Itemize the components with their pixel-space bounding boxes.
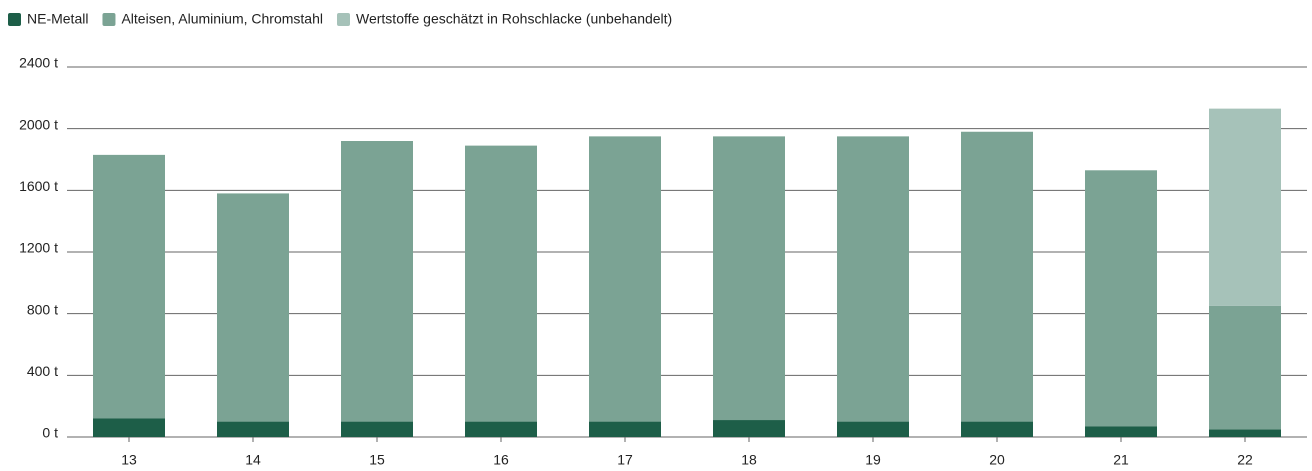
bar-segment <box>465 145 537 422</box>
bar-segment <box>961 131 1033 422</box>
x-tick-label: 16 <box>493 452 509 468</box>
x-tick-label: 19 <box>865 452 881 468</box>
y-tick-label: 1600 t <box>19 178 58 194</box>
bar-segment <box>341 141 413 422</box>
x-tick-label: 22 <box>1237 452 1253 468</box>
bar-segment <box>1209 429 1281 437</box>
legend-swatch <box>8 13 21 26</box>
x-tick-label: 14 <box>245 452 261 468</box>
y-tick-label: 2000 t <box>19 116 58 132</box>
x-tick-label: 15 <box>369 452 385 468</box>
bar-segment <box>217 421 289 437</box>
legend-swatch <box>102 13 116 26</box>
bar-segment <box>217 193 289 422</box>
legend-swatch <box>337 13 350 26</box>
bar-segment <box>93 154 165 419</box>
x-tick-label: 17 <box>617 452 633 468</box>
legend-label: Alteisen, Aluminium, Chromstahl <box>121 11 323 27</box>
legend-label: NE-Metall <box>27 11 88 27</box>
bar-segment <box>837 421 909 437</box>
bar-segment <box>341 421 413 437</box>
bar-segment <box>837 136 909 422</box>
y-tick-label: 800 t <box>27 301 58 317</box>
bar-segment <box>465 421 537 437</box>
bar-segment <box>589 136 661 422</box>
bar-segment <box>1209 305 1281 430</box>
bar-segment <box>1209 108 1281 306</box>
x-tick-label: 21 <box>1113 452 1129 468</box>
bar-segment <box>1085 426 1157 437</box>
bar-segment <box>589 421 661 437</box>
x-tick-label: 13 <box>121 452 137 468</box>
bar-segment <box>1085 170 1157 427</box>
legend-label: Wertstoffe geschätzt in Rohschlacke (unb… <box>356 11 672 27</box>
x-tick-label: 20 <box>989 452 1005 468</box>
y-tick-label: 0 t <box>42 425 58 441</box>
y-tick-label: 400 t <box>27 363 58 379</box>
bar-segment <box>961 421 1033 437</box>
y-tick-label: 1200 t <box>19 240 58 256</box>
x-tick-label: 18 <box>741 452 757 468</box>
bar-segment <box>713 420 785 437</box>
bar-segment <box>713 136 785 421</box>
y-tick-label: 2400 t <box>19 55 58 71</box>
bar-segment <box>93 418 165 437</box>
